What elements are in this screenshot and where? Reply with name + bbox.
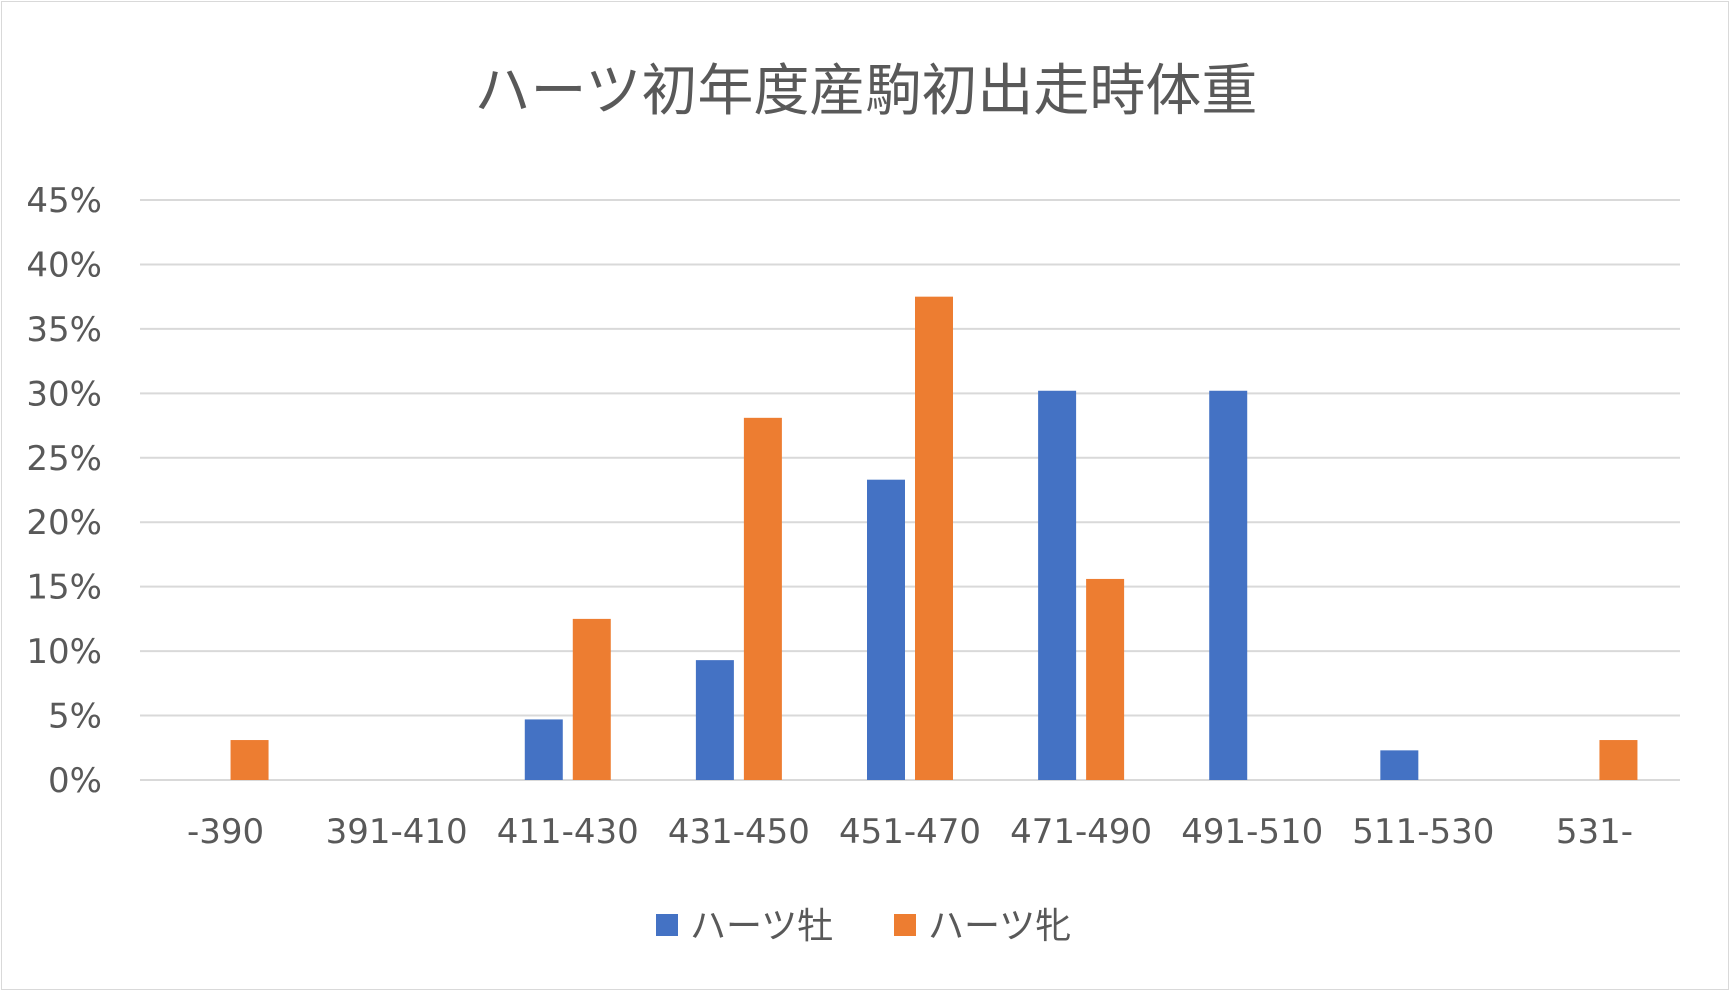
legend-swatch xyxy=(894,914,916,936)
x-axis-ticks: -390 391-410 411-430 431-450 451-470 471-490 4… xyxy=(187,812,1633,852)
x-tick-label: 431-450 xyxy=(668,812,810,852)
y-tick-label: 5% xyxy=(48,697,102,737)
bar xyxy=(572,618,611,780)
bar xyxy=(1599,740,1638,780)
y-tick-label: 20% xyxy=(26,503,102,543)
bar xyxy=(230,740,269,780)
legend: ハーツ牡 ハーツ牝 xyxy=(656,906,1071,947)
y-tick-label: 45% xyxy=(26,181,102,221)
bar xyxy=(915,296,953,780)
bar xyxy=(743,417,782,780)
y-tick-label: 10% xyxy=(26,632,102,672)
y-tick-label: 0% xyxy=(48,761,102,801)
legend-label: ハーツ牝 xyxy=(928,906,1071,947)
x-tick-label: -390 xyxy=(187,812,264,852)
legend-label: ハーツ牡 xyxy=(690,906,833,947)
x-tick-label: 491-510 xyxy=(1181,812,1323,852)
x-tick-label: 451-470 xyxy=(839,812,981,852)
y-tick-label: 40% xyxy=(26,245,102,285)
x-tick-label: 531- xyxy=(1556,812,1633,852)
y-axis-ticks: 0% 5% 10% 15% 20% 25% 30% 35% 40% 45% xyxy=(26,181,102,801)
bar xyxy=(867,479,905,780)
bar xyxy=(1086,578,1125,780)
gridlines xyxy=(140,199,1680,781)
bar xyxy=(1380,750,1419,780)
bar xyxy=(1038,390,1077,780)
x-tick-label: 511-530 xyxy=(1352,812,1494,852)
bar xyxy=(695,660,734,780)
y-tick-label: 25% xyxy=(26,439,102,479)
legend-swatch xyxy=(656,914,678,936)
x-tick-label: 411-430 xyxy=(497,812,639,852)
y-tick-label: 15% xyxy=(26,568,102,608)
chart-title: ハーツ初年度産駒初出走時体重 xyxy=(475,59,1258,124)
x-tick-label: 471-490 xyxy=(1010,812,1152,852)
bars xyxy=(230,296,1638,780)
y-tick-label: 30% xyxy=(26,374,102,414)
bar xyxy=(524,719,563,780)
bar xyxy=(1209,390,1248,780)
x-tick-label: 391-410 xyxy=(326,812,468,852)
y-tick-label: 35% xyxy=(26,310,102,350)
